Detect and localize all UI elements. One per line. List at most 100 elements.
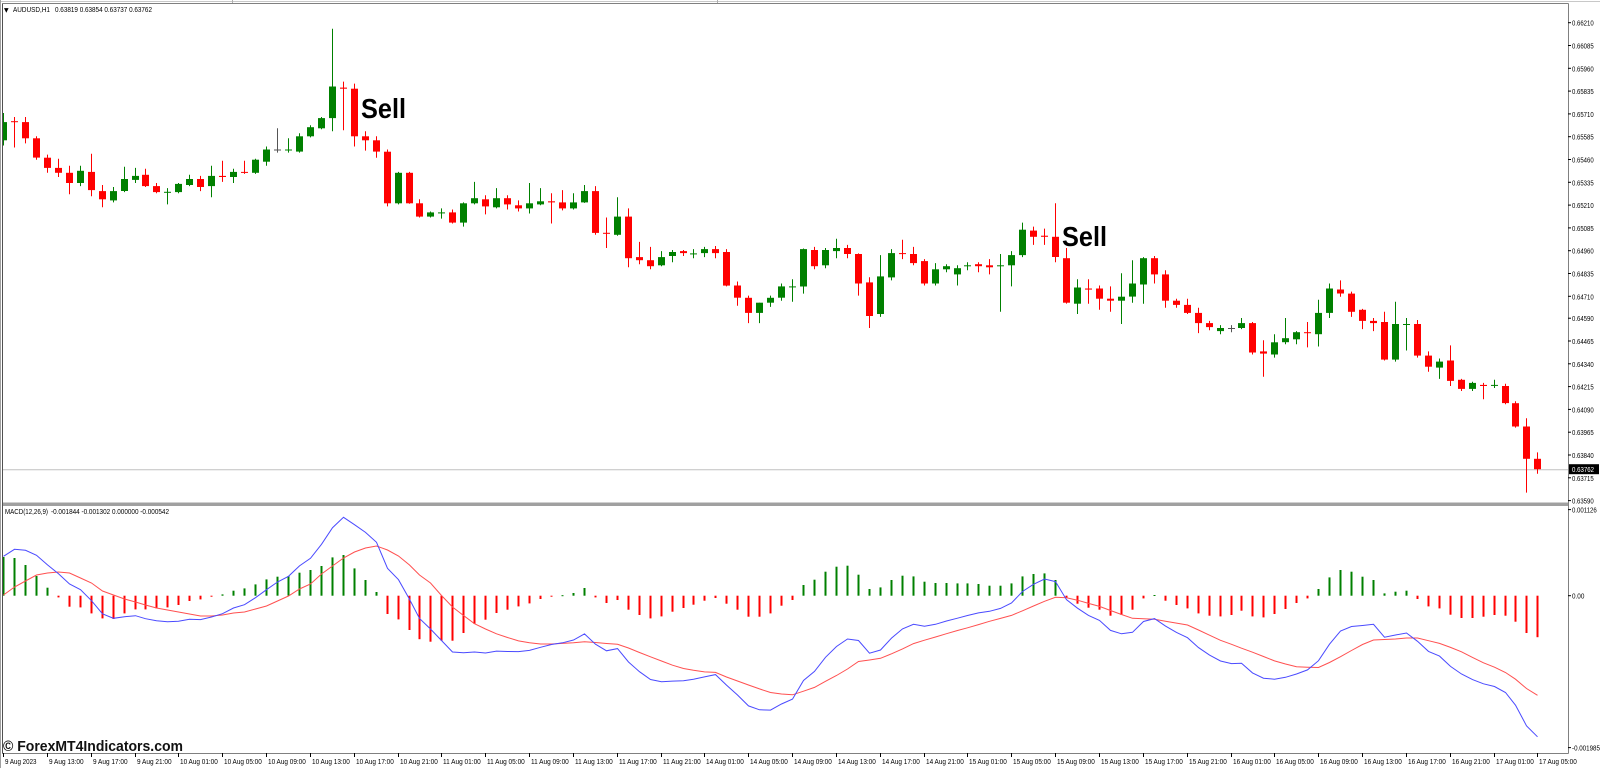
candle-body xyxy=(230,171,237,177)
time-axis-label: 10 Aug 01:00 xyxy=(180,757,218,766)
indicator-chart-area[interactable] xyxy=(3,506,1568,753)
histogram-bar xyxy=(353,568,356,596)
candle-body xyxy=(734,285,741,298)
candle xyxy=(395,171,402,205)
candle-body xyxy=(362,136,369,141)
candle xyxy=(1469,381,1476,391)
histogram-bar xyxy=(627,595,630,610)
histogram-bar xyxy=(1328,577,1331,596)
main-price-panel[interactable]: Sell Sell ▼ AUDUSD,H1 0.63819 0.63854 0.6… xyxy=(0,4,1568,503)
histogram-bar xyxy=(243,588,246,596)
candle xyxy=(449,209,456,224)
time-axis-label: 10 Aug 21:00 xyxy=(400,757,438,766)
candle-body xyxy=(844,248,851,254)
candle-body xyxy=(1019,229,1026,256)
candle-body xyxy=(427,212,434,217)
histogram-bar xyxy=(3,557,5,596)
histogram-bar xyxy=(1306,595,1309,599)
time-axis-label: 17 Aug 05:00 xyxy=(1539,757,1577,766)
price-axis-label: 0.65085 xyxy=(1572,224,1594,233)
candle xyxy=(318,117,325,130)
candle-body xyxy=(1348,293,1355,312)
macd-indicator-panel[interactable]: MACD(12,26,9) -0.001844 -0.001302 0.0000… xyxy=(3,506,1569,753)
candle-body xyxy=(910,254,917,264)
histogram-bar xyxy=(451,595,454,641)
candle xyxy=(22,117,29,144)
candle-body xyxy=(22,122,29,139)
candle-body xyxy=(1173,300,1180,305)
histogram-bar xyxy=(276,576,279,596)
candle-body xyxy=(329,86,336,119)
macd-signal-line xyxy=(3,545,1538,696)
dropdown-triangle-icon[interactable]: ▼ xyxy=(4,7,9,14)
candle xyxy=(460,202,467,227)
candle xyxy=(592,186,599,235)
candle-body xyxy=(1534,458,1541,470)
macd-main-line xyxy=(3,516,1538,738)
candle xyxy=(537,188,544,206)
candle-body xyxy=(669,252,676,256)
price-axis-label: 0.64465 xyxy=(1572,337,1594,346)
histogram-bar xyxy=(1460,595,1463,618)
candle xyxy=(1107,286,1114,312)
histogram-bar xyxy=(660,595,663,617)
time-axis-label: 9 Aug 13:00 xyxy=(49,757,84,766)
candle xyxy=(88,153,95,197)
candle-body xyxy=(581,191,588,203)
candle xyxy=(1195,307,1202,334)
histogram-bar xyxy=(1021,576,1024,596)
candle-body xyxy=(175,183,182,193)
candle xyxy=(647,246,654,270)
histogram-bar xyxy=(1482,595,1485,617)
candle xyxy=(1228,325,1235,333)
panel-separator[interactable] xyxy=(2,502,1568,507)
price-axis-label: 0.63840 xyxy=(1572,451,1594,460)
histogram-bar xyxy=(331,557,334,596)
indicator-axis[interactable]: 0.001126 0.00 -0.001985 xyxy=(1568,506,1600,753)
candle-body xyxy=(44,157,51,168)
candle xyxy=(121,166,128,193)
histogram-bar xyxy=(594,595,597,598)
histogram-bar xyxy=(1317,589,1320,596)
candle xyxy=(833,238,840,259)
candle-body xyxy=(77,170,84,183)
price-axis[interactable]: 0.66210 0.66085 0.65960 0.65835 0.65710 0.655… xyxy=(1568,19,1594,506)
candle-body xyxy=(263,149,270,162)
histogram-bar xyxy=(1219,595,1222,617)
candle-body xyxy=(1063,258,1070,303)
price-axis-label: 0.64090 xyxy=(1572,405,1594,414)
candle xyxy=(1381,311,1388,361)
candle xyxy=(438,208,445,219)
candle xyxy=(680,250,687,256)
main-chart-area[interactable] xyxy=(3,4,1568,503)
time-axis[interactable]: 9 Aug 2023 9 Aug 13:00 9 Aug 17:00 9 Aug 21… xyxy=(3,753,1577,766)
candle-body xyxy=(1293,332,1300,340)
histogram-bar xyxy=(1098,595,1101,610)
time-axis-label: 11 Aug 21:00 xyxy=(663,757,701,766)
candle xyxy=(263,146,270,166)
candle xyxy=(964,262,971,271)
time-axis-label: 11 Aug 13:00 xyxy=(575,757,613,766)
candle xyxy=(745,295,752,324)
candle-body xyxy=(1085,288,1092,290)
candle xyxy=(515,200,522,212)
candle-body xyxy=(373,140,380,152)
time-axis-label: 16 Aug 17:00 xyxy=(1408,757,1446,766)
candle xyxy=(1063,248,1070,304)
candle xyxy=(186,174,193,187)
candle xyxy=(55,158,62,177)
candle-body xyxy=(888,253,895,278)
candle-body xyxy=(110,191,117,201)
candle-body xyxy=(395,172,402,204)
candle-body xyxy=(943,266,950,270)
candle xyxy=(1249,322,1256,355)
candle xyxy=(1030,226,1037,245)
histogram-bar xyxy=(375,592,378,596)
candle xyxy=(1403,318,1410,351)
candle xyxy=(1140,257,1147,304)
candle xyxy=(526,183,533,214)
time-axis-label: 10 Aug 17:00 xyxy=(356,757,394,766)
candle xyxy=(3,113,7,146)
candle-body xyxy=(460,203,467,223)
